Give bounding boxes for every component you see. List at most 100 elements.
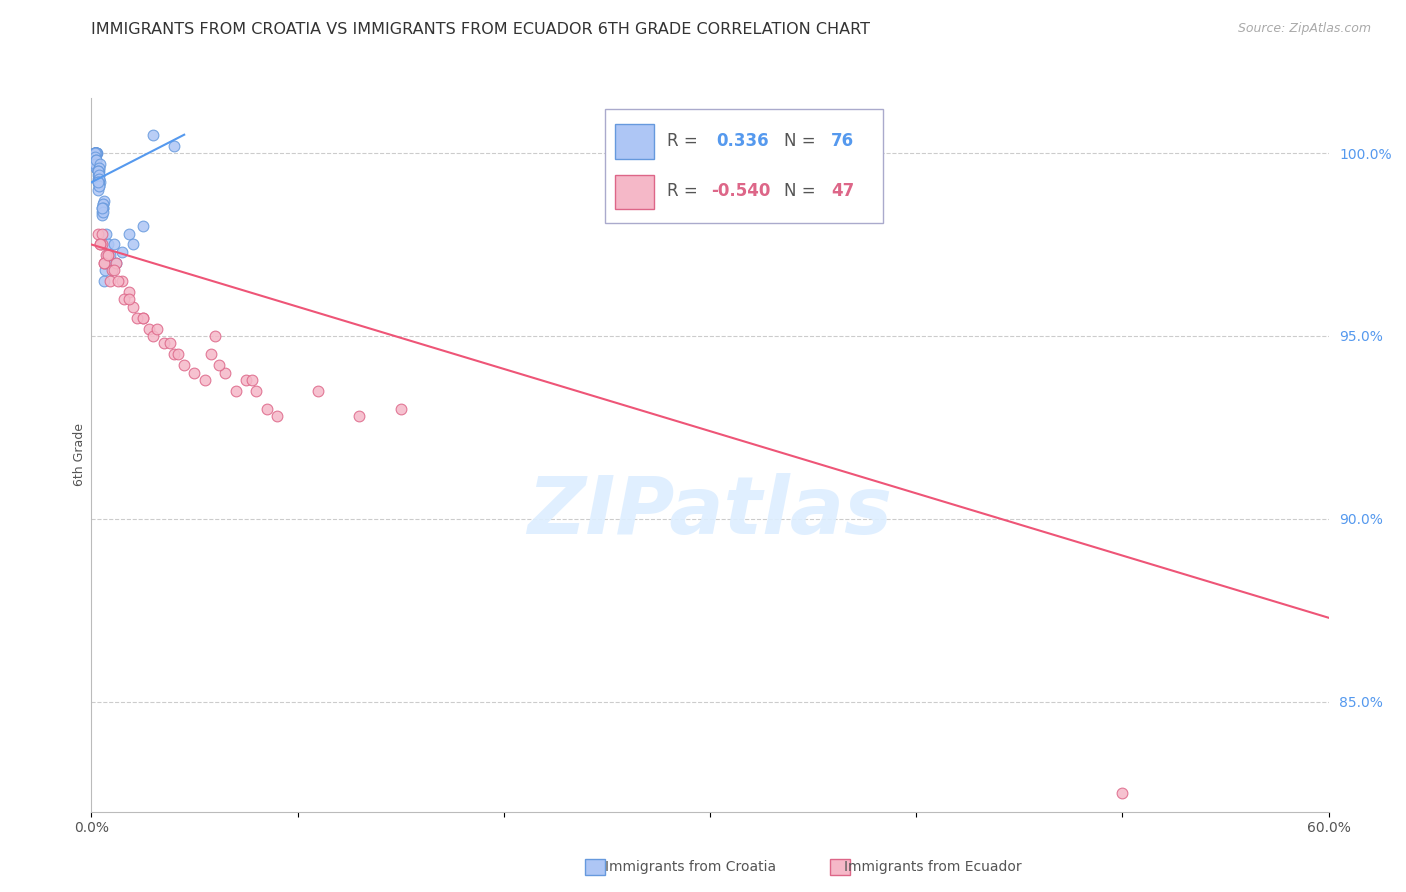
Point: [86, 171, 108, 186]
Point: [94, 248, 117, 262]
Text: 0.336: 0.336: [716, 132, 769, 150]
Text: 76: 76: [831, 132, 855, 150]
Point: [91, 201, 114, 215]
Point: [84, 146, 107, 161]
Point: [84, 146, 107, 161]
FancyBboxPatch shape: [614, 124, 654, 159]
Point: [86, 227, 108, 241]
Point: [121, 300, 143, 314]
Point: [90, 237, 112, 252]
Point: [94, 263, 117, 277]
Point: [103, 237, 125, 252]
Text: 47: 47: [831, 182, 855, 200]
Text: ZIPatlas: ZIPatlas: [527, 473, 893, 551]
Point: [98, 274, 121, 288]
Point: [84, 146, 107, 161]
Point: [105, 256, 128, 270]
Point: [214, 366, 236, 380]
Point: [89, 237, 111, 252]
Point: [89, 157, 111, 171]
Point: [86, 183, 108, 197]
Point: [125, 310, 148, 325]
FancyBboxPatch shape: [614, 175, 654, 209]
Text: -0.540: -0.540: [711, 182, 770, 200]
Point: [93, 256, 115, 270]
Point: [132, 310, 155, 325]
FancyBboxPatch shape: [605, 109, 883, 223]
Point: [183, 366, 205, 380]
Point: [91, 204, 114, 219]
Point: [91, 201, 114, 215]
Point: [83, 150, 105, 164]
Point: [152, 336, 174, 351]
Point: [208, 358, 231, 372]
Point: [87, 164, 110, 178]
Point: [142, 329, 165, 343]
Point: [93, 256, 115, 270]
Point: [86, 164, 108, 178]
Point: [83, 157, 105, 171]
Point: [105, 256, 128, 270]
Text: Source: ZipAtlas.com: Source: ZipAtlas.com: [1237, 22, 1371, 36]
Text: R =: R =: [666, 132, 697, 150]
Point: [90, 227, 112, 241]
Point: [93, 194, 115, 208]
Point: [84, 146, 107, 161]
Point: [84, 157, 107, 171]
Point: [84, 146, 107, 161]
Point: [84, 146, 107, 161]
Y-axis label: 6th Grade: 6th Grade: [73, 424, 86, 486]
Point: [117, 227, 139, 241]
Point: [94, 227, 117, 241]
Point: [87, 175, 110, 189]
Point: [89, 178, 111, 193]
Point: [83, 146, 105, 161]
Point: [138, 321, 160, 335]
Point: [121, 237, 143, 252]
Point: [200, 347, 222, 361]
Text: IMMIGRANTS FROM CROATIA VS IMMIGRANTS FROM ECUADOR 6TH GRADE CORRELATION CHART: IMMIGRANTS FROM CROATIA VS IMMIGRANTS FR…: [91, 22, 870, 37]
Point: [111, 274, 134, 288]
Point: [194, 373, 217, 387]
Point: [97, 237, 120, 252]
Point: [266, 409, 288, 424]
Point: [83, 146, 105, 161]
Point: [84, 153, 107, 168]
Point: [89, 175, 111, 189]
Point: [146, 321, 169, 335]
Point: [84, 146, 107, 161]
Point: [132, 219, 155, 234]
Point: [90, 201, 112, 215]
Point: [84, 146, 107, 161]
Point: [83, 146, 105, 161]
Point: [307, 384, 329, 398]
Text: N =: N =: [785, 182, 815, 200]
Point: [84, 161, 107, 175]
Point: [89, 178, 111, 193]
Point: [93, 201, 115, 215]
Point: [98, 248, 121, 262]
Point: [117, 293, 139, 307]
Point: [87, 164, 110, 178]
Point: [86, 146, 108, 161]
Point: [132, 310, 155, 325]
Point: [111, 244, 134, 259]
Point: [86, 153, 108, 168]
Point: [256, 402, 278, 417]
Point: [349, 409, 371, 424]
Point: [225, 384, 247, 398]
Point: [91, 197, 114, 211]
Point: [93, 204, 115, 219]
Point: [101, 263, 124, 277]
Point: [89, 237, 111, 252]
Point: [163, 138, 186, 153]
Bar: [585, 859, 605, 875]
Point: [93, 274, 115, 288]
Point: [167, 347, 190, 361]
Point: [103, 263, 125, 277]
Point: [86, 146, 108, 161]
Point: [97, 248, 120, 262]
Bar: [830, 859, 851, 875]
Point: [1111, 786, 1133, 800]
Point: [235, 373, 257, 387]
